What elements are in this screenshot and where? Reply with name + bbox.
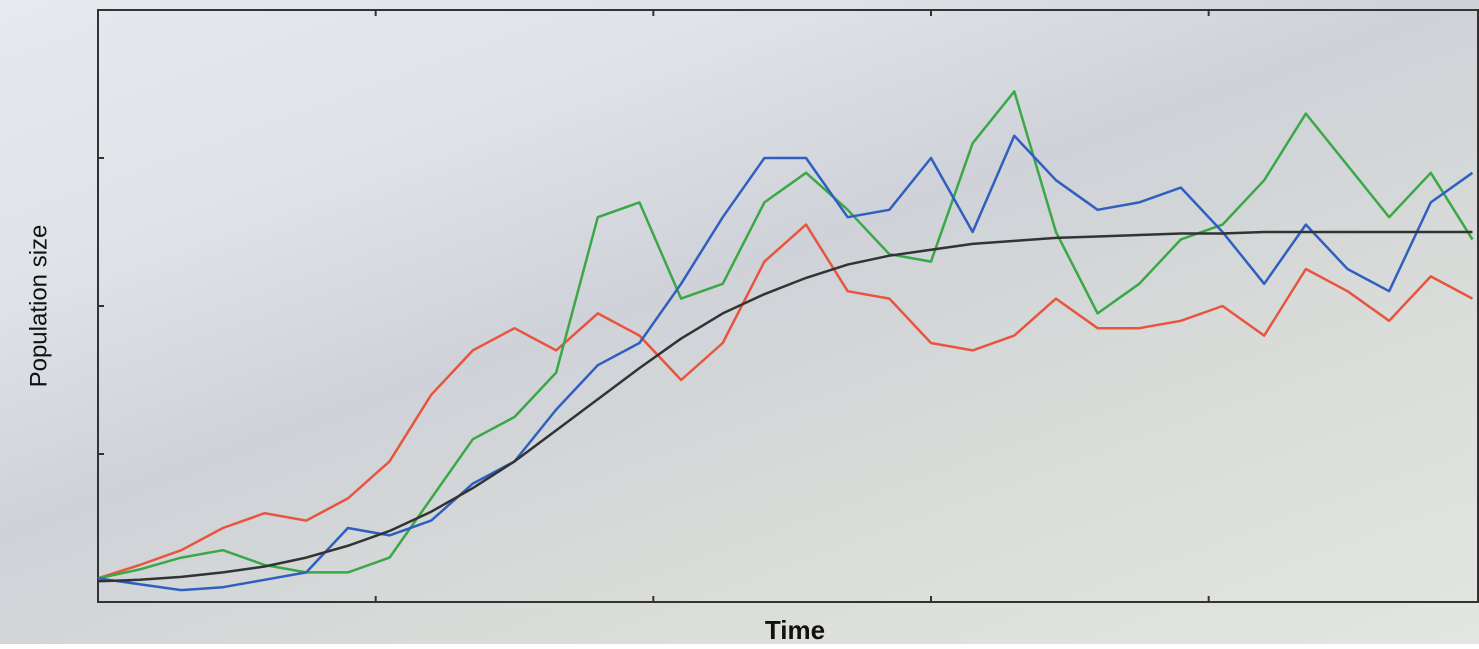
series-line [97,90,1474,580]
series-line [97,223,1474,580]
y-axis-label: Population size [25,225,52,388]
x-axis-label: Time [765,615,825,644]
series-line [97,230,1473,583]
plot-frame [97,9,1479,603]
series-line [97,134,1474,592]
